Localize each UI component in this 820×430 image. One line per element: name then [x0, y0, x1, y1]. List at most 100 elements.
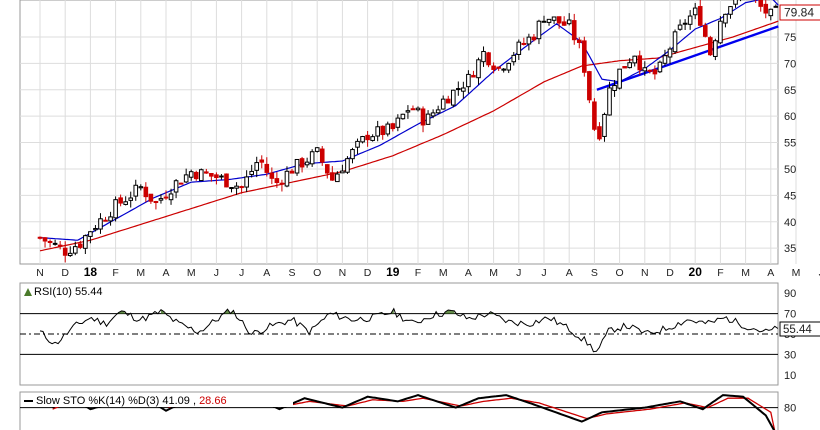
year-tick-label: 19	[386, 265, 400, 279]
candle-down	[57, 244, 63, 247]
price-y-tick-label: 60	[784, 111, 796, 123]
candle-up	[314, 147, 320, 152]
candle-down	[390, 123, 396, 130]
candle-down	[178, 182, 184, 185]
candle-up	[138, 186, 144, 189]
candle-down	[592, 101, 597, 130]
candle-up	[355, 140, 360, 148]
rsi-y-tick-label: 30	[784, 349, 796, 361]
candle-up	[168, 193, 174, 201]
candle-down	[319, 148, 325, 163]
candle-up	[158, 198, 164, 201]
moving-average-short	[39, 0, 779, 241]
candle-up	[642, 67, 648, 72]
month-tick-label: M	[741, 267, 750, 279]
candle-down	[697, 6, 703, 26]
candle-up	[234, 185, 239, 189]
month-tick-label: J	[214, 267, 219, 279]
rsi-icon	[24, 288, 32, 296]
month-tick-label: D	[364, 267, 372, 279]
candle-up	[219, 175, 224, 178]
month-tick-label: A	[767, 267, 774, 279]
candle-up	[773, 5, 779, 8]
svg-text:Slow STO %K(14) %D(3): Slow STO %K(14) %D(3) 41.09 , 28.66	[36, 395, 227, 407]
month-tick-label: M	[187, 267, 196, 279]
month-tick-label: M	[136, 267, 145, 279]
candle-down	[153, 201, 159, 204]
month-tick-label: N	[641, 267, 649, 279]
candle-up	[415, 107, 421, 111]
rsi-last-tag: 55.44	[779, 321, 820, 337]
month-tick-label: J	[516, 267, 521, 279]
candle-down	[299, 158, 305, 168]
candle-up	[98, 218, 103, 230]
candle-up	[360, 136, 365, 143]
rsi-line	[39, 307, 779, 353]
candle-down	[561, 21, 567, 26]
candle-down	[445, 98, 451, 104]
price-y-axis: 35 40 45 50 55 60 65 70 75	[784, 32, 796, 255]
candle-up	[511, 54, 517, 63]
month-tick-label: N	[36, 267, 44, 279]
candle-down	[702, 25, 708, 37]
month-tick-label: O	[313, 267, 321, 279]
trendline	[596, 25, 779, 91]
candle-down	[647, 69, 653, 72]
candle-up	[183, 174, 189, 183]
month-tick-label: J	[819, 267, 820, 279]
candle-up	[123, 201, 128, 205]
candle-up	[632, 55, 638, 64]
candle-up	[461, 87, 466, 92]
price-y-tick-label: 50	[784, 164, 796, 176]
candle-down	[330, 172, 335, 181]
price-y-tick-label: 35	[784, 243, 796, 255]
last-price-tag: 79.84	[779, 4, 820, 21]
rsi-last-value: 55.44	[783, 324, 812, 336]
candle-up	[733, 0, 738, 5]
candle-down	[118, 197, 123, 204]
price-y-tick-label: 40	[784, 217, 796, 229]
price-panel: 35 40 45 50 55 60 65 70 75 79.84	[19, 0, 820, 265]
candle-down	[214, 174, 219, 179]
candle-up	[188, 171, 194, 178]
month-tick-label: J	[239, 267, 244, 279]
date-axis: ND18FMAMJJASOND19FMAMJJASOND20FMAMJJASON…	[36, 265, 820, 279]
month-tick-label: S	[591, 267, 598, 279]
candle-down	[637, 55, 643, 71]
price-y-tick-label: 65	[784, 85, 796, 97]
candle-up	[284, 170, 290, 187]
month-tick-label: M	[439, 267, 448, 279]
stochastic-title: Slow STO %K(14) %D(3) 41.09 , 28.66	[21, 393, 293, 407]
month-tick-label: D	[61, 267, 69, 279]
candle-up	[128, 197, 134, 201]
candle-up	[400, 113, 406, 120]
month-tick-label: F	[112, 267, 118, 279]
candle-down	[571, 20, 577, 41]
candle-up	[198, 169, 204, 182]
candle-up	[304, 161, 310, 166]
stochastic-k-value: 41.09	[162, 395, 190, 407]
rsi-value-line	[39, 307, 779, 353]
stochastic-y-tick-label: 80	[784, 403, 796, 415]
candle-down	[264, 163, 270, 173]
price-y-tick-label: 45	[784, 190, 796, 202]
candle-up	[335, 173, 340, 183]
candle-down	[496, 66, 501, 69]
candle-up	[728, 6, 733, 15]
candle-down	[471, 74, 476, 78]
candle-up	[506, 62, 512, 71]
candle-up	[602, 113, 607, 137]
candle-up	[72, 246, 78, 254]
rsi-title: RSI(10) 55.44	[21, 284, 131, 298]
candle-up	[667, 48, 673, 58]
candle-up	[657, 61, 663, 73]
candle-down	[37, 236, 43, 239]
candle-down	[103, 219, 108, 222]
candle-up	[133, 184, 139, 197]
candle-up	[385, 123, 391, 135]
candle-up	[456, 88, 461, 91]
candle-down	[622, 66, 627, 69]
candle-down	[587, 71, 592, 101]
candle-up	[692, 7, 698, 16]
